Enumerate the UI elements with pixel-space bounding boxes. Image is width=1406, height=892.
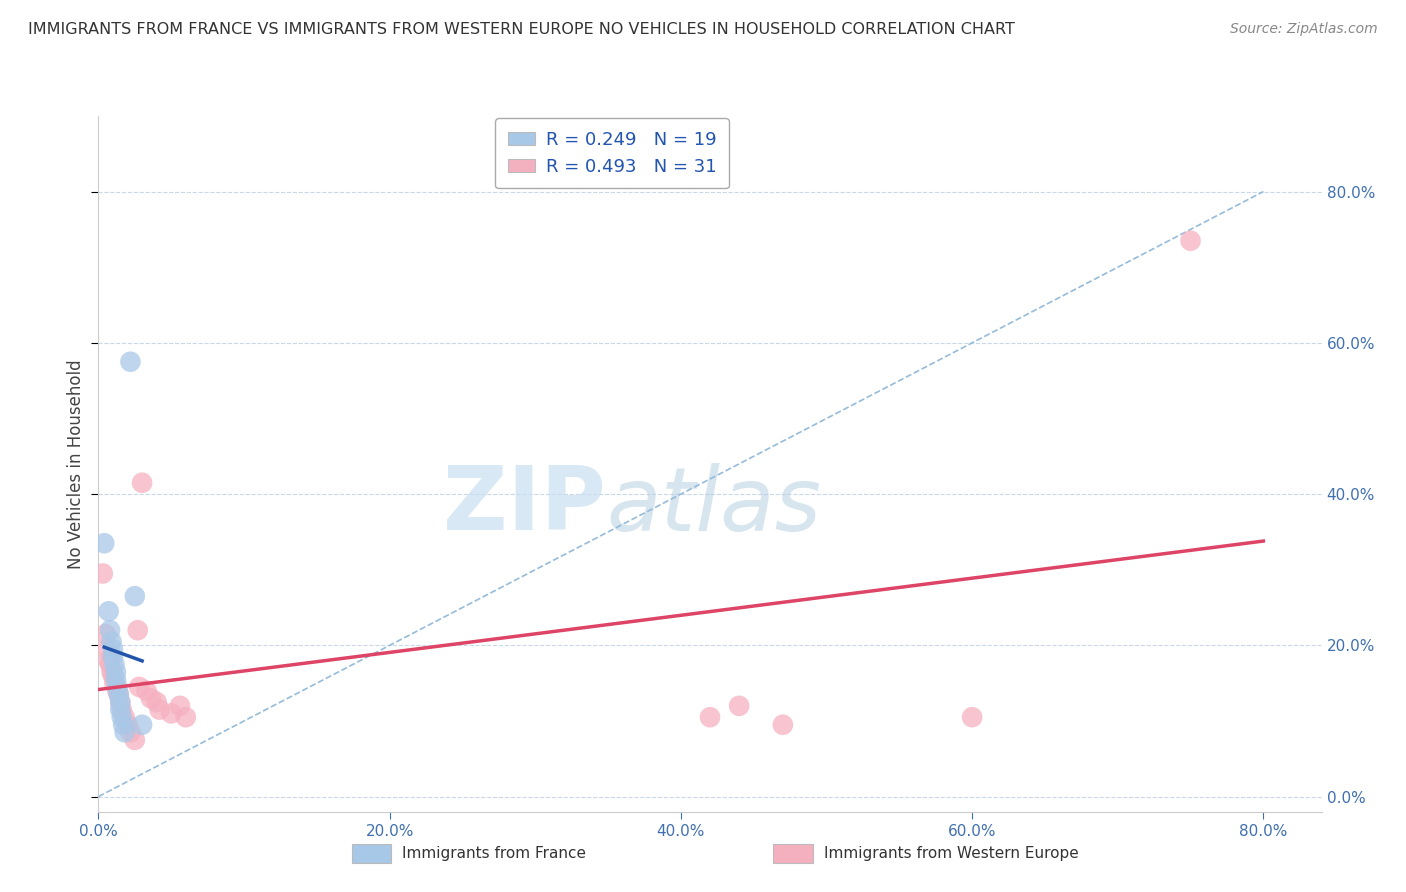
Point [104, 665, 127, 679]
Text: Immigrants from France: Immigrants from France [402, 847, 586, 861]
Text: Immigrants from Western Europe: Immigrants from Western Europe [824, 847, 1078, 861]
Point [160, 706, 183, 721]
Point [97, 653, 120, 667]
Point [124, 589, 146, 603]
Point [124, 732, 146, 747]
Point [699, 710, 721, 724]
Point [94, 627, 117, 641]
Point [111, 710, 134, 724]
Point [108, 688, 131, 702]
Point [96, 642, 118, 657]
Point [131, 717, 153, 731]
Point [110, 703, 132, 717]
Point [149, 703, 172, 717]
Point [120, 355, 142, 369]
Point [135, 683, 157, 698]
Point [127, 624, 149, 638]
Point [960, 710, 983, 724]
Point [110, 695, 132, 709]
Point [98, 624, 121, 638]
Point [103, 676, 125, 690]
Point [104, 673, 127, 687]
Point [97, 604, 120, 618]
Point [114, 710, 136, 724]
Point [105, 683, 128, 698]
Point [728, 698, 751, 713]
Point [101, 642, 124, 657]
Text: ZIP: ZIP [443, 462, 606, 549]
Point [169, 698, 191, 713]
Point [91, 566, 114, 581]
Point [98, 657, 121, 672]
Point [112, 717, 135, 731]
Point [145, 695, 167, 709]
Point [174, 710, 197, 724]
Point [101, 668, 124, 682]
Point [128, 680, 150, 694]
Text: Source: ZipAtlas.com: Source: ZipAtlas.com [1230, 22, 1378, 37]
Point [100, 634, 122, 648]
Point [139, 691, 162, 706]
Y-axis label: No Vehicles in Household: No Vehicles in Household [66, 359, 84, 569]
Point [1180, 234, 1202, 248]
Point [120, 725, 142, 739]
Text: IMMIGRANTS FROM FRANCE VS IMMIGRANTS FROM WESTERN EUROPE NO VEHICLES IN HOUSEHOL: IMMIGRANTS FROM FRANCE VS IMMIGRANTS FRO… [28, 22, 1015, 37]
Point [117, 717, 139, 731]
Point [108, 688, 131, 702]
Point [93, 536, 115, 550]
Point [105, 680, 128, 694]
Point [772, 717, 794, 731]
Point [114, 725, 136, 739]
Point [101, 649, 124, 664]
Point [100, 665, 122, 679]
Point [110, 695, 132, 709]
Legend: R = 0.249   N = 19, R = 0.493   N = 31: R = 0.249 N = 19, R = 0.493 N = 31 [495, 118, 730, 188]
Point [111, 703, 134, 717]
Point [103, 657, 125, 672]
Text: atlas: atlas [606, 463, 821, 549]
Point [131, 475, 153, 490]
